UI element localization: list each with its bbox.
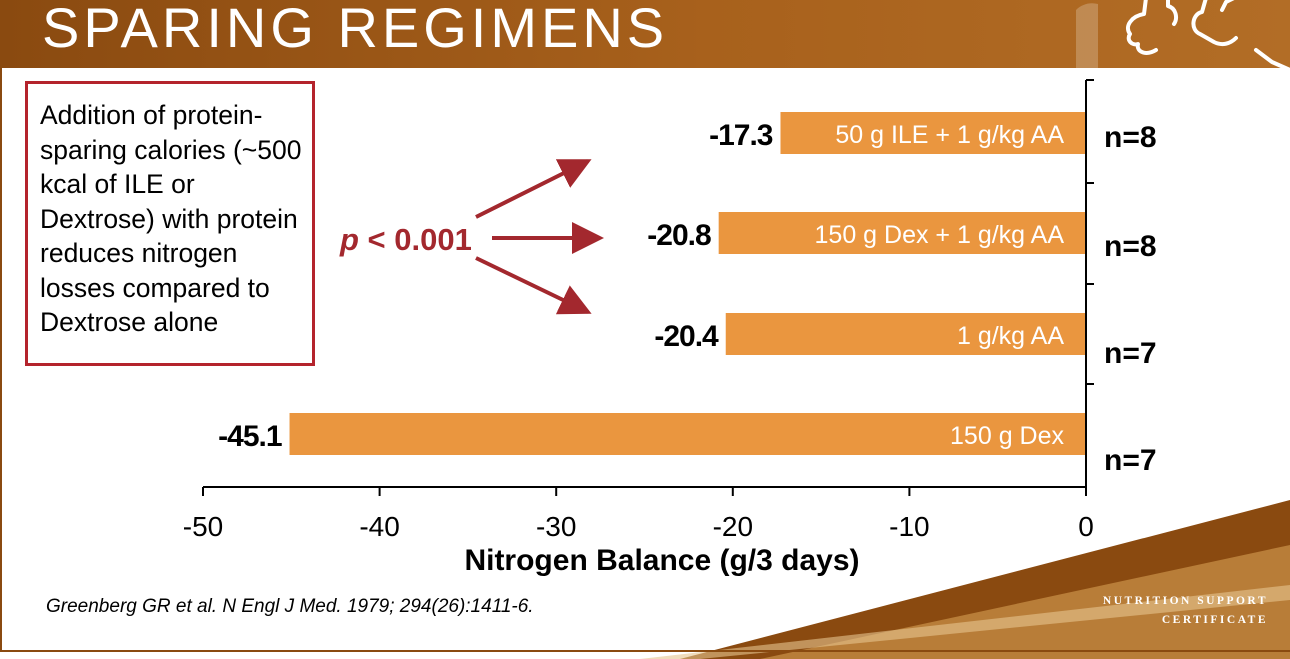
bar — [289, 413, 1086, 455]
arrow-lower — [475, 256, 592, 315]
bar — [780, 112, 1086, 154]
frame-left-line — [0, 68, 2, 652]
n-label: n=8 — [1104, 121, 1157, 154]
nutrition-logo-icon — [1076, 0, 1290, 68]
callout-text: Addition of protein-sparing calories (~5… — [40, 100, 302, 337]
n-label: n=7 — [1104, 337, 1157, 370]
x-tick-label: -30 — [536, 511, 576, 542]
x-tick-label: -10 — [889, 511, 929, 542]
p-value-label: p < 0.001 — [340, 222, 472, 258]
arrow-upper — [475, 159, 592, 219]
bar-value-label: -17.3 — [709, 119, 773, 152]
bar-category-label: 150 g Dex — [950, 422, 1064, 450]
n-label: n=7 — [1104, 444, 1157, 477]
callout-box: Addition of protein-sparing calories (~5… — [25, 81, 315, 366]
bar — [718, 212, 1086, 254]
brand-line-2: CERTIFICATE — [1161, 614, 1268, 626]
x-tick-label: 0 — [1078, 511, 1094, 542]
p-symbol: p — [340, 222, 359, 257]
x-tick-label: -50 — [183, 511, 223, 542]
brand-line-1: NUTRITION SUPPORT — [1102, 595, 1268, 607]
bar-value-label: -45.1 — [218, 420, 282, 453]
x-axis-title: Nitrogen Balance (g/3 days) — [464, 544, 859, 577]
bar-category-label: 1 g/kg AA — [957, 322, 1064, 350]
x-tick-label: -20 — [713, 511, 753, 542]
bar-category-label: 150 g Dex + 1 g/kg AA — [815, 221, 1065, 249]
citation: Greenberg GR et al. N Engl J Med. 1979; … — [46, 596, 534, 617]
decor-swoosh-cream — [640, 585, 1290, 659]
frame-bottom-line — [0, 650, 1290, 652]
x-tick-label: -40 — [359, 511, 399, 542]
bar — [725, 313, 1086, 355]
header-bar: SPARING REGIMENS — [0, 0, 1290, 68]
bar-category-label: 50 g ILE + 1 g/kg AA — [835, 121, 1064, 149]
bar-value-label: -20.8 — [647, 219, 711, 252]
bar-value-label: -20.4 — [654, 320, 719, 353]
page-title: SPARING REGIMENS — [42, 0, 669, 59]
brand-text: NUTRITION SUPPORT CERTIFICATE — [1068, 592, 1268, 630]
p-threshold: < 0.001 — [358, 222, 472, 257]
n-label: n=8 — [1104, 230, 1157, 263]
